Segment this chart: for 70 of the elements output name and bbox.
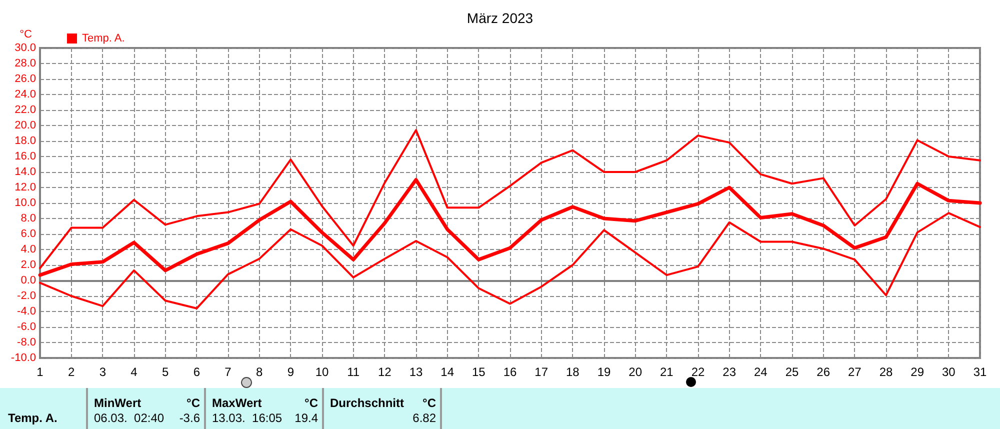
y-tick-label: -10.0 [10, 352, 36, 364]
x-tick-label: 25 [785, 365, 799, 379]
x-tick-label: 4 [130, 365, 138, 379]
text: 19.4 [294, 411, 318, 425]
x-tick-label: 21 [660, 365, 674, 379]
text: °C [422, 396, 436, 410]
y-axis-title: °C [20, 28, 32, 40]
x-tick-label: 27 [848, 365, 862, 379]
line-series [39, 129, 981, 270]
y-tick-label: -4.0 [17, 306, 36, 318]
x-tick-label: 22 [691, 365, 705, 379]
x-tick-label: 26 [816, 365, 830, 379]
x-tick-label: 5 [162, 365, 169, 379]
x-tick-label: 20 [628, 365, 642, 379]
x-tick-label: 31 [973, 365, 987, 379]
x-tick-label: 18 [566, 365, 580, 379]
y-tick-label: 16.0 [14, 150, 36, 162]
y-tick-label: 26.0 [14, 73, 36, 85]
line-series [39, 212, 981, 310]
text: °C [304, 396, 318, 410]
text: MaxWert [212, 396, 262, 410]
y-tick-label: 8.0 [20, 212, 36, 224]
text: Durchschnitt [330, 396, 404, 410]
y-tick-label: -8.0 [17, 336, 36, 348]
line-series [38, 178, 982, 277]
x-tick-label: 30 [942, 365, 956, 379]
x-tick-label: 29 [910, 365, 924, 379]
x-tick-label: 15 [472, 365, 486, 379]
y-tick-label: 4.0 [20, 244, 36, 256]
text: Temp. A. [8, 411, 58, 425]
text: MinWert [94, 396, 142, 410]
text: 06.03. 02:40 [94, 411, 164, 425]
y-tick-label: 6.0 [20, 228, 36, 240]
y-tick-label: 14.0 [14, 166, 36, 178]
text: °C [186, 396, 200, 410]
y-tick-label: 30.0 [14, 42, 36, 54]
y-tick-label: -6.0 [17, 321, 36, 333]
y-tick-label: 0.0 [20, 274, 36, 286]
x-tick-label: 14 [440, 365, 454, 379]
x-tick-label: 12 [378, 365, 392, 379]
x-tick-label: 16 [503, 365, 517, 379]
x-tick-label: 1 [36, 365, 44, 379]
y-tick-label: 2.0 [20, 259, 36, 271]
x-tick-label: 2 [68, 365, 75, 379]
text: -3.6 [179, 411, 200, 425]
y-tick-label: 28.0 [14, 58, 36, 70]
text: 6.82 [412, 411, 436, 425]
x-tick-label: 6 [193, 365, 200, 379]
x-tick-label: 8 [256, 365, 263, 379]
chart-title: März 2023 [466, 10, 534, 26]
x-tick-label: 24 [754, 365, 768, 379]
y-tick-label: 24.0 [14, 88, 36, 100]
y-tick-label: 12.0 [14, 182, 36, 194]
y-tick-label: 20.0 [14, 120, 36, 132]
x-tick-label: 23 [722, 365, 736, 379]
x-tick-label: 19 [597, 365, 611, 379]
x-tick-label: 7 [224, 365, 232, 379]
y-tick-label: 10.0 [14, 197, 36, 209]
x-tick-label: 10 [315, 365, 329, 379]
x-tick-label: 13 [409, 365, 423, 379]
legend-label: Temp. A. [82, 32, 125, 44]
y-tick-label: 22.0 [14, 104, 36, 116]
y-tick-label: -2.0 [17, 290, 36, 302]
text: 13.03. 16:05 [212, 411, 282, 425]
y-tick-label: 18.0 [14, 135, 36, 147]
x-tick-label: 3 [99, 365, 106, 379]
x-tick-label: 17 [534, 365, 548, 379]
x-tick-label: 28 [879, 365, 893, 379]
x-tick-label: 9 [287, 365, 294, 379]
x-tick-label: 11 [347, 365, 360, 379]
